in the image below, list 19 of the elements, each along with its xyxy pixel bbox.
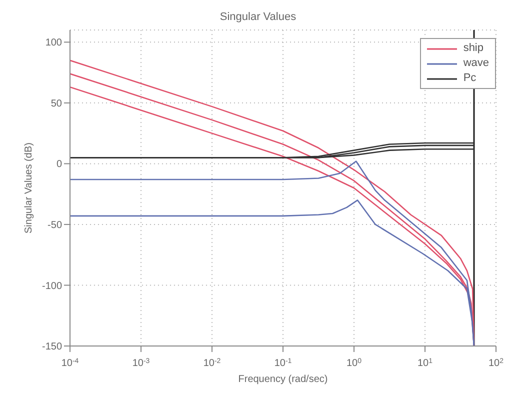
x-axis-title: Frequency (rad/sec) (238, 374, 328, 385)
x-tick-label: 10$^{-1}$ (274, 358, 292, 369)
y-axis-title: Singular Values (dB) (24, 142, 35, 234)
y-tick-label: -150 (42, 342, 62, 353)
y-tick-label: 0 (56, 159, 62, 170)
legend-label: Pc (463, 71, 476, 86)
y-tick-label: -50 (48, 220, 62, 232)
x-tick-label: 10$^{1}$ (417, 358, 433, 369)
chart-title: Singular Values (220, 11, 297, 23)
x-tick-label: 10$^{0}$ (346, 358, 362, 369)
x-tick-label: 10$^{-3}$ (132, 358, 150, 369)
x-tick-label: 10$^{-4}$ (61, 358, 79, 369)
legend-label: ship (463, 41, 484, 56)
y-tick-label: -100 (42, 280, 62, 292)
x-tick-label: 10$^{-2}$ (203, 358, 221, 369)
legend-label: wave (463, 56, 489, 71)
x-tick-label: 10$^{2}$ (488, 358, 504, 369)
y-tick-label: 50 (50, 98, 62, 110)
y-tick-label: 100 (45, 38, 62, 49)
